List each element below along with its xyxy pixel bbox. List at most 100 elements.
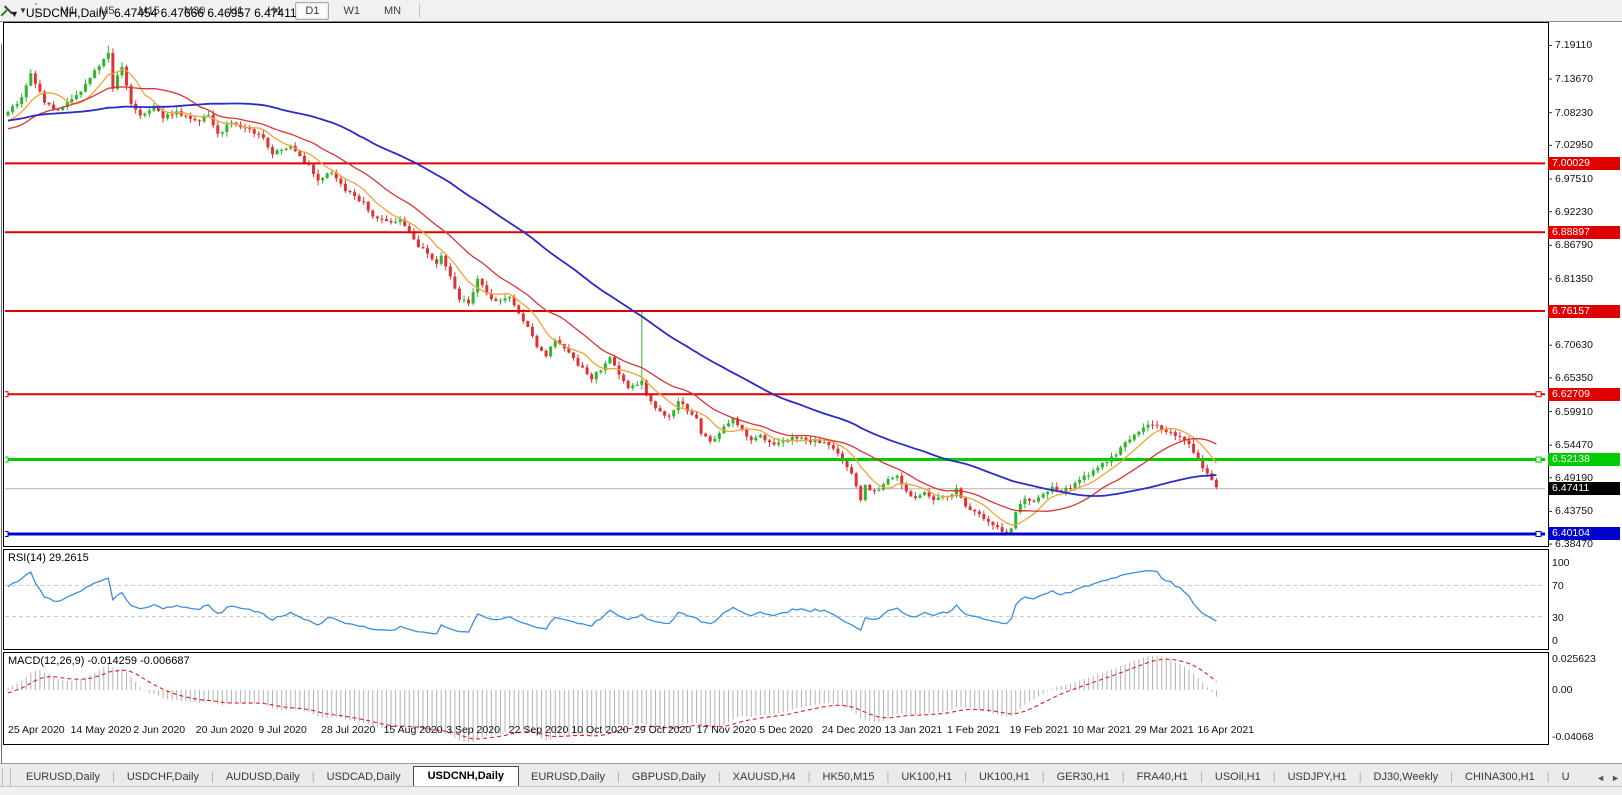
tab-separator: | bbox=[311, 771, 315, 783]
hline-handle[interactable] bbox=[3, 530, 9, 537]
timeframe-button-h4[interactable]: H4 bbox=[267, 4, 282, 17]
symbol-tab-hk50-m15[interactable]: HK50,M15 bbox=[822, 771, 875, 783]
price-line-label-6.52138: 6.52138 bbox=[1548, 453, 1620, 467]
date-label-16: 19 Feb 2021 bbox=[1009, 724, 1069, 736]
tab-separator: | bbox=[1450, 771, 1454, 783]
symbol-tab-usdchf-daily[interactable]: USDCHF,Daily bbox=[126, 771, 199, 783]
symbol-period-label: USDCNH,Daily bbox=[25, 6, 108, 20]
symbol-tab-dj30-weekly[interactable]: DJ30,Weekly bbox=[1373, 771, 1439, 783]
status-strip bbox=[0, 786, 1622, 795]
macd-panel[interactable] bbox=[3, 652, 1549, 745]
timeframe-button-w1[interactable]: W1 bbox=[343, 4, 360, 17]
macd-histogram bbox=[7, 655, 1217, 742]
tab-separator: | bbox=[111, 771, 115, 783]
symbol-tab-usdjpy-h1[interactable]: USDJPY,H1 bbox=[1287, 771, 1347, 783]
tab-separator: | bbox=[807, 771, 811, 783]
hline-handle[interactable] bbox=[3, 456, 9, 463]
date-label-1: 14 May 2020 bbox=[70, 724, 132, 736]
timeframe-button-m30[interactable]: M30 bbox=[183, 4, 206, 17]
symbol-tab-usoil-h1[interactable]: USOil,H1 bbox=[1214, 771, 1261, 783]
rsi-tick-100: 100 bbox=[1552, 557, 1570, 569]
rsi-panel[interactable] bbox=[3, 549, 1549, 650]
price-tick-6.81350: 6.81350 bbox=[1555, 272, 1593, 285]
axis-ticks bbox=[1548, 44, 1552, 545]
symbol-tab-audusd-daily[interactable]: AUDUSD,Daily bbox=[225, 771, 300, 783]
date-label-3: 20 Jun 2020 bbox=[195, 724, 254, 736]
price-line-label-7.00029: 7.00029 bbox=[1548, 156, 1620, 170]
tab-separator: | bbox=[1272, 771, 1276, 783]
timeframe-button-d1[interactable]: D1 bbox=[295, 1, 330, 20]
symbol-tab-usdcnh-daily[interactable]: USDCNH,Daily bbox=[412, 766, 520, 787]
price-tick-7.13670: 7.13670 bbox=[1555, 73, 1593, 86]
price-tick-6.54470: 6.54470 bbox=[1555, 439, 1593, 452]
price-line-label-6.40104: 6.40104 bbox=[1548, 527, 1620, 541]
moving-average-20 bbox=[7, 86, 1217, 512]
symbol-tab-uk100-h1[interactable]: UK100,H1 bbox=[978, 771, 1030, 783]
price-tick-6.70630: 6.70630 bbox=[1555, 339, 1593, 352]
date-label-14: 13 Jan 2021 bbox=[884, 724, 943, 736]
hline-handle[interactable] bbox=[1535, 456, 1542, 463]
price-tick-6.43750: 6.43750 bbox=[1555, 505, 1593, 518]
timeframe-button-m5[interactable]: M5 bbox=[99, 4, 115, 17]
price-tick-7.19110: 7.19110 bbox=[1555, 39, 1593, 52]
moving-average-8 bbox=[7, 69, 1217, 526]
symbol-tabs: EURUSD,Daily | USDCHF,Daily | AUDUSD,Daily | U… bbox=[14, 766, 1582, 787]
date-label-2: 2 Jun 2020 bbox=[133, 724, 186, 736]
tab-separator: | bbox=[964, 771, 967, 783]
price-tick-6.65350: 6.65350 bbox=[1555, 371, 1593, 384]
price-tick-6.86790: 6.86790 bbox=[1555, 239, 1593, 252]
date-label-9: 10 Oct 2020 bbox=[571, 724, 629, 736]
price-line-label-6.88897: 6.88897 bbox=[1548, 225, 1620, 239]
macd-signal-line bbox=[7, 658, 1217, 740]
symbol-tab-uk100-h1[interactable]: UK100,H1 bbox=[901, 771, 953, 783]
tab-separator: | bbox=[886, 771, 890, 783]
timeframe-buttons: M1 M5 M15 M30 H1 H4 D1 W1 MN bbox=[48, 1, 413, 20]
tab-scroll-left-icon[interactable]: ◄ bbox=[1596, 773, 1606, 783]
symbol-tab-xauusd-h4[interactable]: XAUUSD,H4 bbox=[732, 771, 796, 783]
date-label-18: 29 Mar 2021 bbox=[1134, 724, 1194, 736]
toolbar-grip[interactable] bbox=[34, 3, 42, 18]
symbol-tab-china300-h1[interactable]: CHINA300,H1 bbox=[1465, 771, 1535, 783]
tab-scroll-right-icon[interactable]: ► bbox=[1611, 773, 1620, 783]
timeframe-button-m1[interactable]: M1 bbox=[59, 4, 76, 17]
hline-handle[interactable] bbox=[3, 391, 9, 398]
hline-handle[interactable] bbox=[1535, 530, 1542, 537]
symbol-tab-eurusd-daily[interactable]: EURUSD,Daily bbox=[531, 771, 605, 783]
date-label-6: 15 Aug 2020 bbox=[383, 724, 443, 736]
price-line-label-6.76157: 6.76157 bbox=[1548, 304, 1620, 318]
rsi-tick-0: 0 bbox=[1552, 635, 1558, 647]
hline-handle[interactable] bbox=[1535, 391, 1542, 398]
timeframe-button-m15[interactable]: M15 bbox=[138, 4, 160, 17]
date-label-12: 5 Dec 2020 bbox=[759, 724, 813, 736]
tab-separator: | bbox=[1121, 771, 1125, 783]
tabbar-grip[interactable] bbox=[2, 769, 11, 787]
timeframe-button-h1[interactable]: H1 bbox=[229, 4, 244, 17]
price-tick-6.97510: 6.97510 bbox=[1555, 173, 1593, 185]
symbol-tab-gbpusd-daily[interactable]: GBPUSD,Daily bbox=[631, 771, 706, 783]
symbol-tab-eurusd-daily[interactable]: EURUSD,Daily bbox=[26, 771, 100, 783]
price-tick-6.59910: 6.59910 bbox=[1555, 405, 1593, 418]
macd-tick-min: -0.04068 bbox=[1552, 731, 1594, 743]
date-label-5: 28 Jul 2020 bbox=[321, 724, 376, 736]
macd-tick-zero: 0.00 bbox=[1552, 684, 1573, 696]
symbol-tab-usdcad-daily[interactable]: USDCAD,Daily bbox=[326, 771, 401, 783]
date-label-15: 1 Feb 2021 bbox=[947, 724, 1001, 736]
chart-title-collapse-icon[interactable]: ▼ bbox=[10, 9, 19, 19]
ohlc-values: 6.47454 6.47666 6.46957 6.47411 bbox=[113, 6, 297, 20]
date-label-4: 9 Jul 2020 bbox=[258, 724, 307, 736]
price-line-label-6.47411: 6.47411 bbox=[1548, 482, 1620, 496]
rsi-tick-30: 30 bbox=[1552, 611, 1564, 624]
price-tick-6.49190: 6.49190 bbox=[1555, 471, 1593, 484]
price-line-label-6.62709: 6.62709 bbox=[1548, 387, 1620, 401]
symbol-tab-fra40-h1[interactable]: FRA40,H1 bbox=[1136, 771, 1189, 783]
tab-separator: | bbox=[1546, 771, 1550, 783]
toolbar-separator bbox=[419, 3, 421, 18]
tab-separator: | bbox=[616, 771, 620, 783]
symbol-tab-u[interactable]: U bbox=[1561, 771, 1570, 783]
symbol-tab-ger30-h1[interactable]: GER30,H1 bbox=[1056, 771, 1110, 783]
chevron-down-icon[interactable]: ▼ bbox=[19, 6, 27, 15]
timeframe-button-mn[interactable]: MN bbox=[383, 4, 402, 17]
symbol-tabbar: EURUSD,Daily | USDCHF,Daily | AUDUSD,Daily | U… bbox=[0, 763, 1622, 787]
